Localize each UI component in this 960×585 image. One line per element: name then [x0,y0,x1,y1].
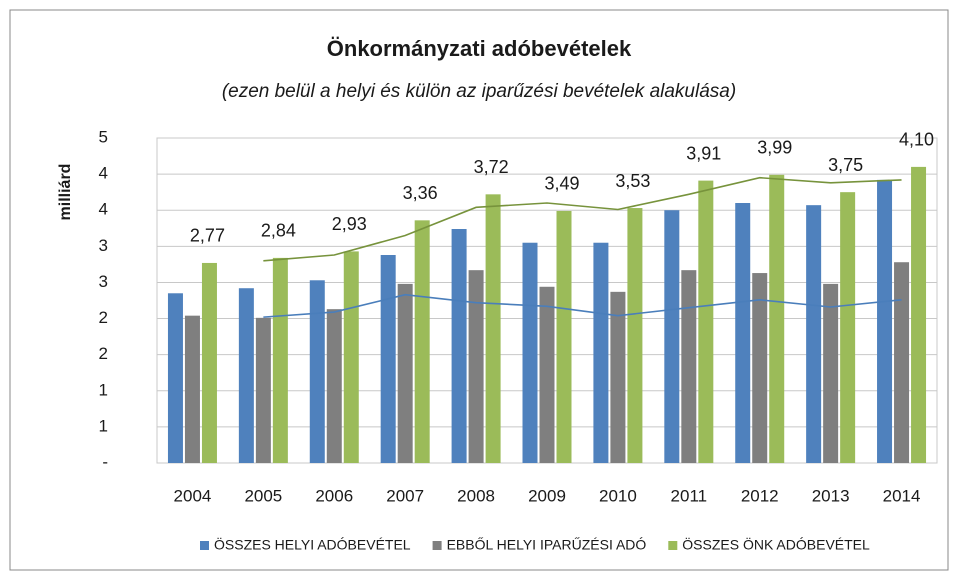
y-tick-label: 4 [99,164,108,183]
x-tick-label: 2004 [174,486,212,505]
x-tick-label: 2014 [883,486,921,505]
legend-swatch [200,541,209,550]
y-tick-label: 1 [99,380,108,399]
bar [397,283,413,463]
legend-swatch [668,541,678,550]
bar [326,309,342,463]
y-tick-label: 2 [99,308,108,327]
y-tick-label: 3 [99,272,108,291]
y-tick-label: 1 [99,416,108,435]
bar [167,293,183,463]
bar [681,270,697,463]
bar [877,179,893,463]
bar [238,288,254,463]
bar [627,208,643,463]
bar [272,257,288,463]
x-tick-label: 2010 [599,486,637,505]
legend-label: ÖSSZES HELYI ADÓBEVÉTEL [214,536,411,553]
data-label: 3,36 [403,183,438,203]
bar [806,205,822,463]
bar [309,280,325,463]
data-label: 3,49 [544,174,579,194]
legend-label: ÖSSZES ÖNK ADÓBEVÉTEL [682,536,870,553]
y-tick-label: - [102,452,108,471]
y-tick-label: 4 [99,200,108,219]
data-label: 3,99 [757,138,792,158]
y-tick-label: 3 [99,236,108,255]
bar [201,262,217,463]
x-tick-label: 2005 [244,486,282,505]
bar [664,210,680,463]
bar [593,242,609,463]
x-tick-label: 2007 [386,486,424,505]
data-label: 2,84 [261,221,296,241]
x-tick-label: 2011 [671,486,708,505]
x-tick-label: 2008 [457,486,495,505]
x-tick-label: 2012 [741,486,779,505]
data-label: 2,93 [332,214,367,234]
bar [539,286,555,463]
trend-line [263,176,902,262]
bar [184,315,200,463]
bar [840,192,856,463]
y-tick-label: 5 [99,127,108,146]
data-label: 3,91 [686,143,721,163]
bar [769,174,785,464]
bar [752,273,768,463]
bar [414,220,430,463]
bar [255,317,271,463]
data-label: 3,72 [474,157,509,177]
bar [485,194,501,464]
bar [556,210,572,463]
y-tick-label: 2 [99,344,108,363]
bar [380,255,396,463]
bar [735,203,751,463]
x-tick-label: 2013 [812,486,850,505]
chart-subtitle: (ezen belül a helyi és külön az iparűzés… [222,81,736,102]
bar [698,180,714,463]
bar [823,283,839,463]
bar [451,229,467,463]
bar [911,166,927,463]
bar [610,291,626,463]
x-tick-label: 2009 [528,486,566,505]
legend-label: EBBŐL HELYI IPARŰZÉSI ADÓ [447,537,647,553]
data-label: 2,77 [190,226,225,246]
legend-swatch [432,541,442,550]
trend-line [263,293,902,318]
bar [468,270,484,463]
bar [522,242,538,463]
data-label: 4,10 [899,130,934,150]
bar [343,251,359,463]
x-tick-label: 2006 [315,486,353,505]
bar [894,262,910,463]
y-axis-label: milliárd [57,164,74,221]
data-label: 3,75 [828,155,863,175]
chart-title: Önkormányzati adóbevételek [327,36,632,61]
data-label: 3,53 [615,171,650,191]
